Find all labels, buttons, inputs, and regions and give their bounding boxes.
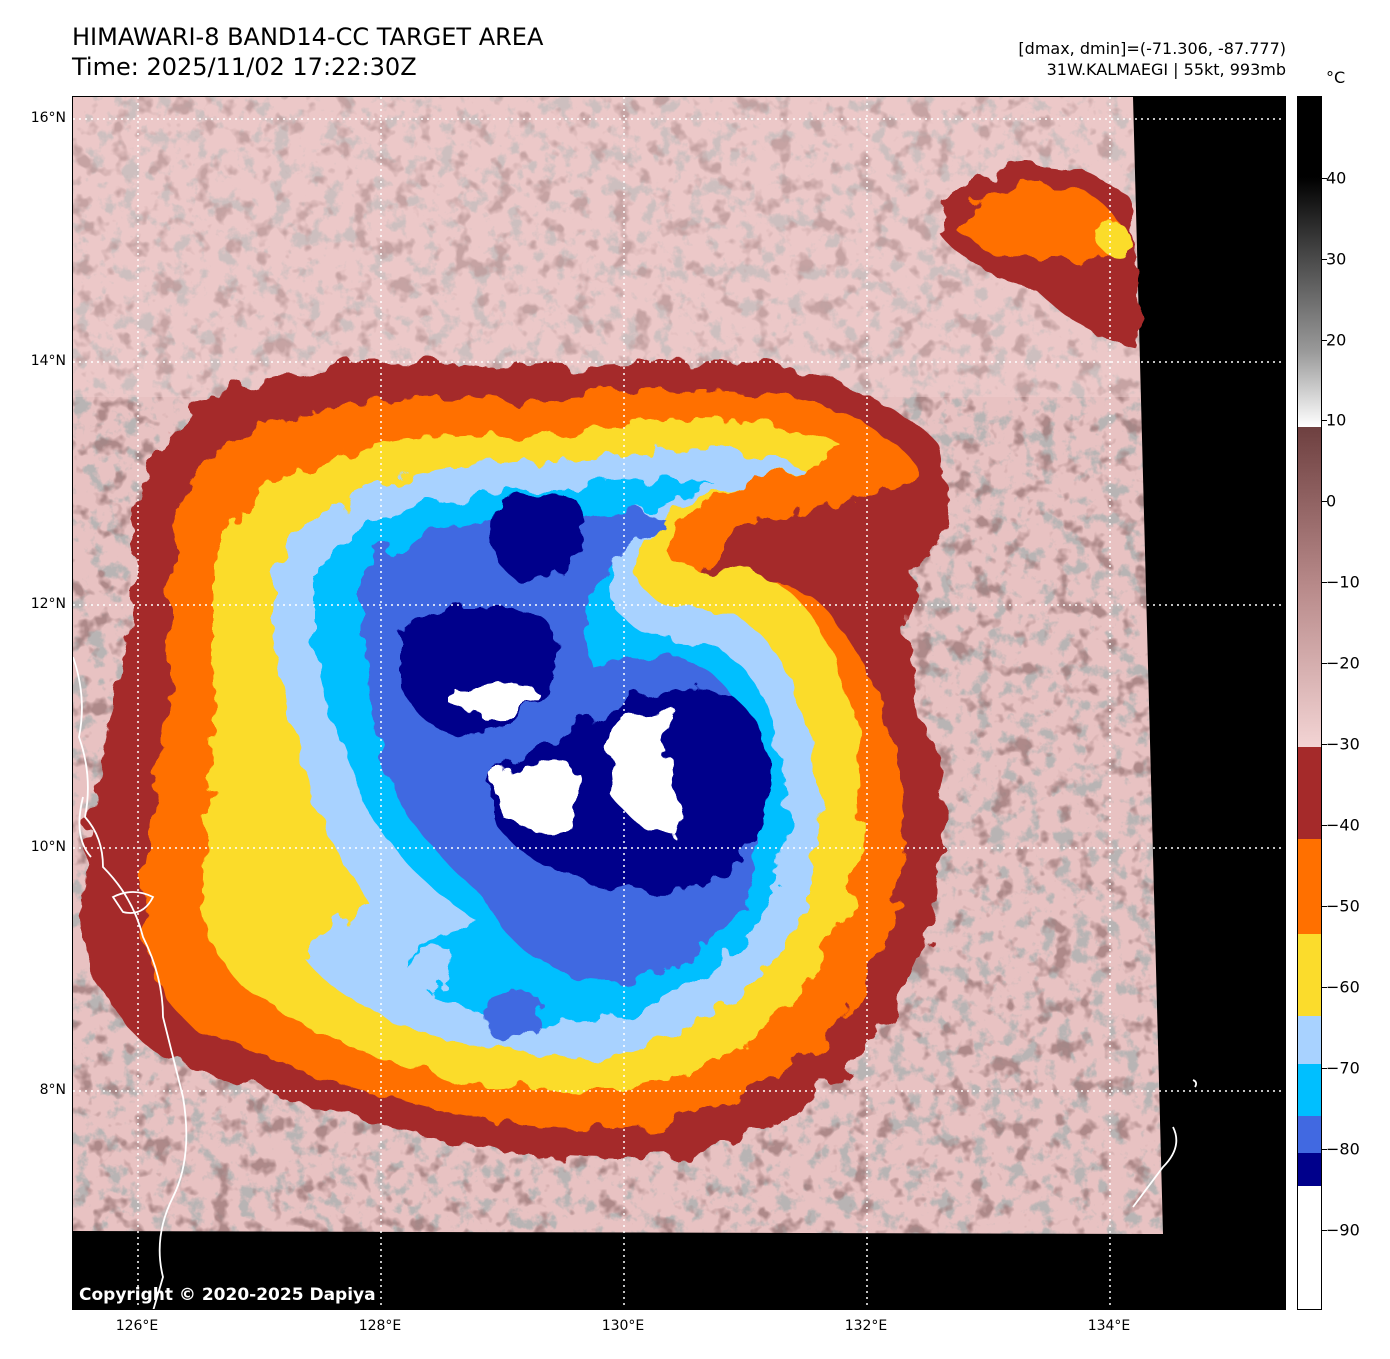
colorbar-tick-label: −80 xyxy=(1326,1139,1360,1159)
lat-label-16n: 16°N xyxy=(30,110,66,126)
colorbar-tick-label: −70 xyxy=(1326,1058,1360,1078)
lat-label-8n: 8°N xyxy=(39,1082,66,1098)
colorbar-tickmark xyxy=(1322,420,1327,421)
lon-label-134e: 134°E xyxy=(1087,1318,1131,1334)
colorbar-segment xyxy=(1298,97,1321,177)
temperature-range: [dmax, dmin]=(-71.306, -87.777) xyxy=(1018,39,1286,58)
colorbar-tickmark xyxy=(1322,987,1327,988)
lon-label-126e: 126°E xyxy=(115,1318,159,1334)
colorbar-tickmark xyxy=(1322,340,1327,341)
storm-cloud-shield xyxy=(82,360,953,1159)
colorbar-segment xyxy=(1298,747,1321,839)
no-data-area xyxy=(73,97,1285,1309)
storm-info: [dmax, dmin]=(-71.306, -87.777) 31W.KALM… xyxy=(1018,38,1286,80)
colorbar-tickmark xyxy=(1322,1149,1327,1150)
colorbar-tick-label: 30 xyxy=(1326,249,1347,269)
colorbar-tick-label: −10 xyxy=(1326,572,1360,592)
title-line-1: HIMAWARI-8 BAND14-CC TARGET AREA xyxy=(72,23,544,51)
lat-label-14n: 14°N xyxy=(30,353,66,369)
colorbar-tickmark xyxy=(1322,1068,1327,1069)
colorbar-tickmark xyxy=(1322,501,1327,502)
colorbar-segment xyxy=(1298,1153,1321,1186)
graticule xyxy=(73,97,1285,1309)
coastline xyxy=(73,656,1198,1309)
colorbar-tick-label: −20 xyxy=(1326,653,1360,673)
colorbar-tick-label: 0 xyxy=(1326,491,1337,511)
colorbar-tickmark xyxy=(1322,1230,1327,1231)
colorbar-segment xyxy=(1298,839,1321,934)
colorbar-tickmark xyxy=(1322,663,1327,664)
chart-title: HIMAWARI-8 BAND14-CC TARGET AREA Time: 2… xyxy=(72,22,543,82)
colorbar-tickmark xyxy=(1322,582,1327,583)
colorbar-tickmark xyxy=(1322,744,1327,745)
colorbar-unit: °C xyxy=(1326,68,1346,87)
storm-name-intensity: 31W.KALMAEGI | 55kt, 993mb xyxy=(1046,60,1286,79)
colorbar-tick-label: −60 xyxy=(1326,977,1360,997)
colorbar-tickmark xyxy=(1322,825,1327,826)
lat-label-12n: 12°N xyxy=(30,596,66,612)
title-line-2: Time: 2025/11/02 17:22:30Z xyxy=(72,53,417,81)
colorbar-segment xyxy=(1298,1064,1321,1116)
colorbar-tickmark xyxy=(1322,178,1327,179)
colorbar-segment xyxy=(1298,1016,1321,1064)
colorbar-tickmark xyxy=(1322,259,1327,260)
colorbar-tick-label: 10 xyxy=(1326,410,1347,430)
colorbar-tick-label: 40 xyxy=(1326,168,1347,188)
colorbar-tick-label: 20 xyxy=(1326,330,1347,350)
colorbar xyxy=(1297,96,1322,1310)
colorbar-tick-label: −50 xyxy=(1326,896,1360,916)
copyright-notice: Copyright © 2020-2025 Dapiya xyxy=(79,1285,376,1305)
convective-cell-northeast xyxy=(933,165,1139,347)
lon-label-128e: 128°E xyxy=(358,1318,402,1334)
colorbar-tickmark xyxy=(1322,906,1327,907)
colorbar-segment xyxy=(1298,1186,1321,1309)
colorbar-segment xyxy=(1298,177,1321,427)
lon-label-132e: 132°E xyxy=(844,1318,888,1334)
colorbar-tick-label: −30 xyxy=(1326,734,1360,754)
colorbar-segment xyxy=(1298,427,1321,747)
colorbar-segment xyxy=(1298,934,1321,1016)
satellite-map: Copyright © 2020-2025 Dapiya xyxy=(72,96,1286,1310)
colorbar-tick-label: −40 xyxy=(1326,815,1360,835)
colorbar-tick-label: −90 xyxy=(1326,1220,1360,1240)
lat-label-10n: 10°N xyxy=(30,839,66,855)
colorbar-segment xyxy=(1298,1116,1321,1153)
lon-label-130e: 130°E xyxy=(601,1318,645,1334)
satellite-image xyxy=(73,97,1285,1309)
